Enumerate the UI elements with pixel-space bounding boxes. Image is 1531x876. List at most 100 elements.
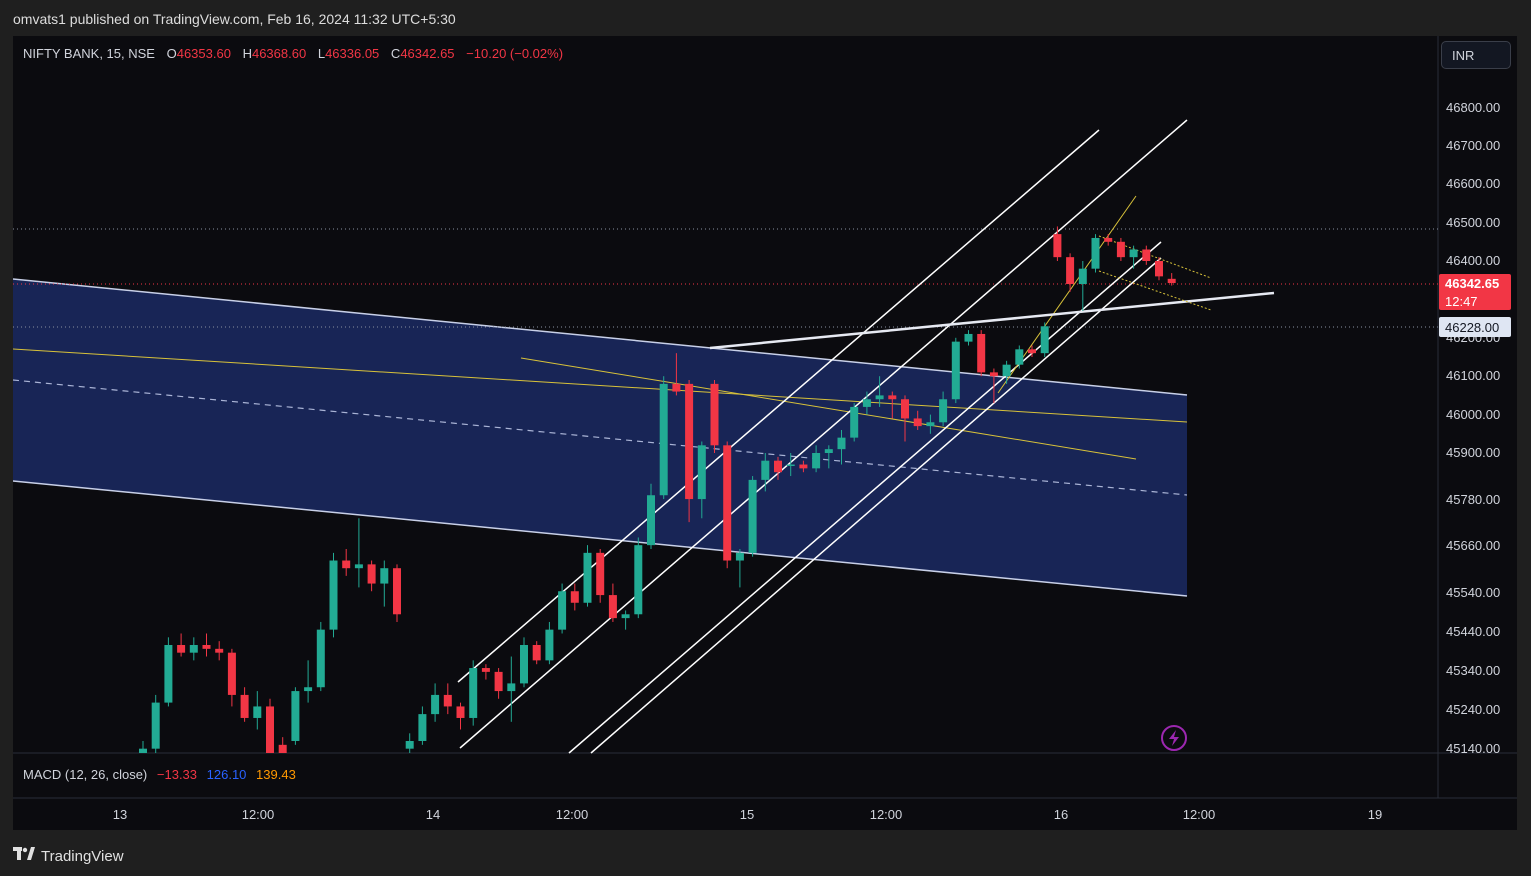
price-tick-label: 45540.00 <box>1446 585 1500 600</box>
candle <box>1104 234 1113 246</box>
candle <box>316 621 325 692</box>
price-tick-label: 46700.00 <box>1446 138 1500 153</box>
rising-channel-upper-a[interactable] <box>457 129 1100 683</box>
symbol-name: NIFTY BANK, 15, NSE <box>23 46 155 61</box>
candle <box>443 683 452 715</box>
low-value: 46336.05 <box>325 46 380 61</box>
candle <box>1129 245 1138 269</box>
time-tick-label: 15 <box>740 807 754 822</box>
tradingview-brand: TradingView <box>41 847 124 865</box>
candle-body <box>139 748 147 753</box>
candle-body <box>697 445 706 500</box>
candle <box>189 637 198 661</box>
price-axis[interactable]: 46800.00 46700.00 46600.00 46500.00 46400.00… <box>1446 100 1500 756</box>
candle-body <box>151 702 160 749</box>
candle-body <box>672 383 681 392</box>
candle <box>405 733 414 753</box>
price-tick-label: 46400.00 <box>1446 253 1500 268</box>
candle <box>799 460 808 473</box>
candle <box>596 549 605 603</box>
candle-body <box>761 460 770 480</box>
candle-body <box>913 418 922 427</box>
candle <box>1142 245 1151 265</box>
channel-lower-line[interactable] <box>13 480 1188 597</box>
footer-bar: TradingView <box>0 840 1531 876</box>
chart-panel[interactable]: 46800.00 46700.00 46600.00 46500.00 46400.00… <box>13 36 1517 830</box>
channel-mid-dashed-line[interactable] <box>13 379 1188 496</box>
candle <box>901 395 909 442</box>
candle-body <box>316 629 325 688</box>
candle <box>469 660 478 726</box>
candle-body <box>939 399 948 423</box>
candle-body <box>189 645 198 653</box>
horizontal-trendline[interactable] <box>709 291 1275 350</box>
candle-body <box>977 333 986 373</box>
candle-body <box>1002 364 1011 377</box>
macd-value-1: −13.33 <box>156 767 198 782</box>
candle-body <box>1155 261 1163 277</box>
candle <box>1155 257 1163 281</box>
candle <box>608 583 617 622</box>
candle-body <box>1142 249 1151 261</box>
macd-value-3: 139.43 <box>256 767 296 782</box>
rising-channel-lower-a[interactable] <box>568 241 1162 754</box>
countdown-label: 12:47 <box>1445 294 1478 309</box>
candle-body <box>710 383 719 446</box>
yellow-line-1[interactable] <box>13 348 1188 423</box>
tradingview-logo[interactable]: TradingView <box>13 847 124 865</box>
macd-value-2: 126.10 <box>206 767 247 782</box>
candle-body <box>418 714 427 741</box>
rising-channel-lower-b[interactable] <box>590 257 1162 754</box>
candle <box>989 368 998 404</box>
candle <box>1091 234 1100 273</box>
current-price-label-bg <box>1439 274 1511 310</box>
candle <box>1066 253 1075 292</box>
candle <box>621 610 630 630</box>
candle-body <box>240 694 249 718</box>
candle-body <box>253 706 262 718</box>
price-tick-label: 46000.00 <box>1446 407 1500 422</box>
tradingview-logo-icon <box>13 847 35 865</box>
marked-price-label: 46228.00 <box>1445 320 1499 335</box>
candle <box>215 641 224 661</box>
candle-body <box>570 591 579 603</box>
candle-body <box>748 479 757 553</box>
candle <box>367 560 376 592</box>
low-label: L <box>317 46 326 61</box>
candle-body <box>735 552 744 561</box>
price-tick-label: 45140.00 <box>1446 741 1500 756</box>
lightning-icon[interactable] <box>1161 725 1187 751</box>
candle-body <box>583 552 592 603</box>
candle-body <box>304 687 313 692</box>
currency-button[interactable]: INR <box>1441 41 1511 69</box>
price-tick-label: 45900.00 <box>1446 445 1500 460</box>
candle <box>418 706 427 745</box>
time-tick-label: 19 <box>1368 807 1382 822</box>
candle-body <box>520 645 528 684</box>
candle-body <box>1104 237 1113 242</box>
candle-body <box>278 744 287 753</box>
candle <box>520 637 528 688</box>
candles-group[interactable] <box>139 226 1176 753</box>
candle <box>659 376 668 500</box>
price-tick-label: 46800.00 <box>1446 100 1500 115</box>
candle <box>1002 360 1011 384</box>
open-label: O <box>166 46 177 61</box>
candle-body <box>824 449 833 453</box>
candle <box>456 702 465 730</box>
candle <box>393 564 401 622</box>
time-axis[interactable]: 13 12:00 14 12:00 15 12:00 16 12:00 19 <box>113 807 1382 822</box>
regression-channel-fill[interactable] <box>13 279 1187 596</box>
candle <box>812 445 821 473</box>
candle <box>558 583 567 634</box>
yellow-line-2[interactable] <box>520 357 1137 460</box>
candle <box>723 441 732 569</box>
candle-body <box>862 399 871 407</box>
chart-canvas[interactable]: 46800.00 46700.00 46600.00 46500.00 46400.00… <box>13 36 1517 830</box>
candle <box>710 380 719 453</box>
open-value: 46353.60 <box>176 46 231 61</box>
candle-body <box>634 545 643 615</box>
candle-body <box>659 383 668 496</box>
candle-body <box>367 564 376 584</box>
rising-channel-upper-b[interactable] <box>459 119 1188 749</box>
